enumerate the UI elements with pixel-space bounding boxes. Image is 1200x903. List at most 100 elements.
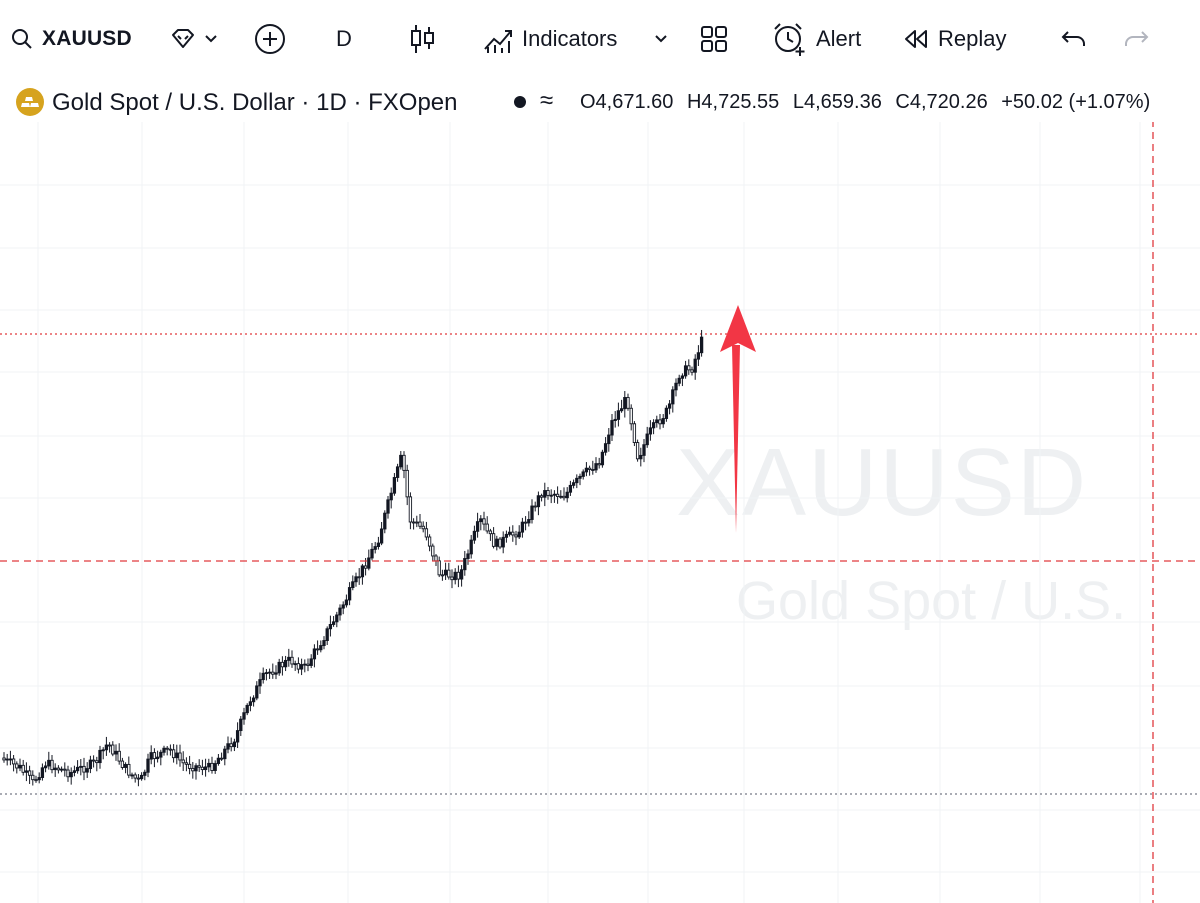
candle-body [178,752,182,761]
up-arrow-head [720,305,756,352]
candle-body [31,774,35,781]
candle-body [427,536,432,547]
rewind-icon [902,28,930,50]
candle-body [34,779,38,782]
chart-type-button[interactable] [408,18,436,60]
candle-body [674,382,678,391]
candle-body [632,423,637,444]
pro-menu-button[interactable] [170,18,218,60]
candle-body [245,704,249,714]
candle-body [229,743,233,748]
diamond-icon [170,28,196,50]
candle-body [21,764,25,773]
candle-body [469,539,473,555]
candle-body [603,443,608,453]
candle-body [203,766,208,771]
overlay-layer [0,122,1200,903]
candle-body [232,741,237,748]
candle-body [194,765,198,772]
candle-body [271,671,275,675]
candle-body [187,763,192,769]
candle-body [623,397,627,410]
candle-body [280,661,285,668]
candle-body [85,768,89,773]
high-value: H4,725.55 [686,91,780,113]
candle-body [389,492,393,501]
market-status-icon[interactable] [514,96,526,108]
candle-body [392,477,397,494]
candle-body [171,749,176,759]
candle-body [424,528,429,538]
candle-body [408,496,413,523]
candle-body [559,495,563,498]
candle-body [363,565,368,569]
candle-body [168,748,173,751]
candle-body [88,759,93,770]
alert-button[interactable]: Alert [772,18,861,60]
candle-body [216,757,221,764]
indicators-dropdown[interactable] [654,18,668,60]
candle-body [472,530,477,541]
candle-body [565,491,569,499]
candle-body [11,758,16,765]
candle-body [507,531,512,535]
candle-body [184,762,189,765]
candle-body [72,770,77,773]
candle-body [114,750,118,755]
candle-body [152,752,157,760]
candle-body [495,538,499,547]
symbol-search[interactable]: XAUUSD [10,18,132,60]
candle-body [354,576,358,583]
replay-label: Replay [938,26,1007,51]
candle-body [431,545,435,557]
candle-body [619,408,624,412]
up-arrow-shaft [732,345,740,533]
candle-body [421,525,425,530]
candle-body [440,574,445,577]
candle-body [47,759,51,767]
candle-body [677,377,681,384]
candle-body [520,521,525,533]
candle-body [514,534,518,538]
candle-body [43,765,48,769]
price-chart-canvas[interactable] [0,122,1200,903]
candle-body [347,587,352,601]
undo-button[interactable] [1060,18,1088,60]
candle-body [555,493,560,497]
candle-body [418,521,422,527]
symbol-description[interactable]: Gold Spot / U.S. Dollar · 1D · FXOpen [52,89,458,116]
candle-body [143,771,147,776]
replay-button[interactable]: Replay [902,18,1006,60]
candle-body [367,557,371,569]
candle-body [491,533,496,547]
candle-body [75,766,80,772]
candle-body [453,571,457,581]
candle-body [626,397,630,409]
candle-body [533,505,537,508]
layouts-button[interactable] [700,18,728,60]
indicators-label: Indicators [522,26,618,51]
compare-symbol-button[interactable] [254,18,286,60]
plus-circle-icon [254,23,286,55]
candle-body [226,743,230,750]
candle-body [223,748,227,760]
candle-body [120,760,125,768]
undo-icon [1060,28,1088,50]
candle-body [136,777,141,780]
data-delay-icon[interactable]: ≈ [540,87,554,114]
candle-body [66,769,70,778]
candle-body [651,422,656,429]
redo-button[interactable] [1122,18,1150,60]
indicators-button[interactable]: Indicators [482,18,617,60]
interval-button[interactable]: D [336,18,352,60]
watermark-name: Gold Spot / U.S. [736,571,1127,631]
candle-body [594,463,598,471]
candle-body [629,407,633,425]
candle-body [655,419,659,424]
candle-body [235,730,240,743]
indicators-icon [482,23,514,55]
candle-body [539,495,544,498]
candle-body [37,777,41,781]
candle-body [2,757,6,761]
candle-body [466,553,470,559]
